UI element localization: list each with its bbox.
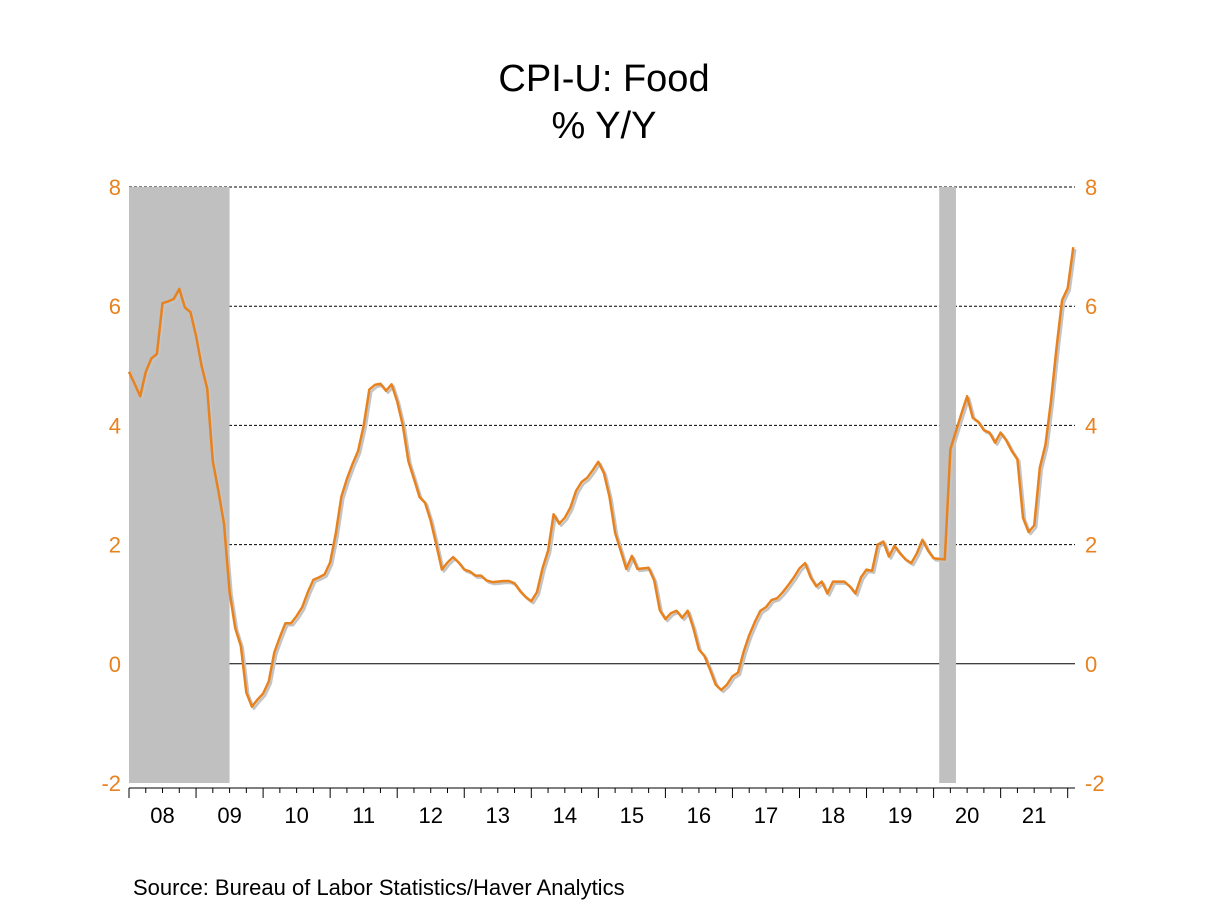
x-tick-label: 21 bbox=[1022, 803, 1046, 828]
recession-shading bbox=[129, 187, 230, 783]
y-tick-label-right: 6 bbox=[1085, 294, 1097, 319]
series-line bbox=[127, 247, 1075, 708]
y-tick-label-right: 4 bbox=[1085, 413, 1097, 438]
x-tick-label: 11 bbox=[352, 803, 375, 828]
x-tick-label: 15 bbox=[620, 803, 644, 828]
x-tick-label: 20 bbox=[955, 803, 979, 828]
y-tick-label-left: 4 bbox=[109, 413, 121, 438]
x-tick-label: 12 bbox=[418, 803, 442, 828]
y-tick-label-left: 8 bbox=[109, 175, 121, 200]
y-tick-label-right: 2 bbox=[1085, 533, 1097, 558]
x-tick-label: 10 bbox=[284, 803, 308, 828]
x-tick-label: 09 bbox=[217, 803, 241, 828]
x-tick-label: 14 bbox=[553, 803, 577, 828]
x-tick-label: 08 bbox=[150, 803, 174, 828]
x-tick-label: 19 bbox=[888, 803, 912, 828]
x-tick-label: 16 bbox=[687, 803, 711, 828]
y-tick-label-right: 8 bbox=[1085, 175, 1097, 200]
source-note: Source: Bureau of Labor Statistics/Haver… bbox=[133, 875, 625, 900]
y-tick-label-left: -2 bbox=[101, 771, 121, 796]
x-tick-label: 18 bbox=[821, 803, 845, 828]
series-shadow bbox=[129, 249, 1077, 710]
chart-subtitle: % Y/Y bbox=[551, 105, 657, 147]
x-tick-label: 17 bbox=[754, 803, 778, 828]
y-tick-label-right: -2 bbox=[1085, 771, 1105, 796]
chart-title: CPI-U: Food bbox=[498, 58, 710, 100]
y-tick-label-left: 6 bbox=[109, 294, 121, 319]
y-tick-label-left: 0 bbox=[109, 652, 121, 677]
y-tick-label-right: 0 bbox=[1085, 652, 1097, 677]
y-tick-label-left: 2 bbox=[109, 533, 121, 558]
x-tick-label: 13 bbox=[486, 803, 510, 828]
